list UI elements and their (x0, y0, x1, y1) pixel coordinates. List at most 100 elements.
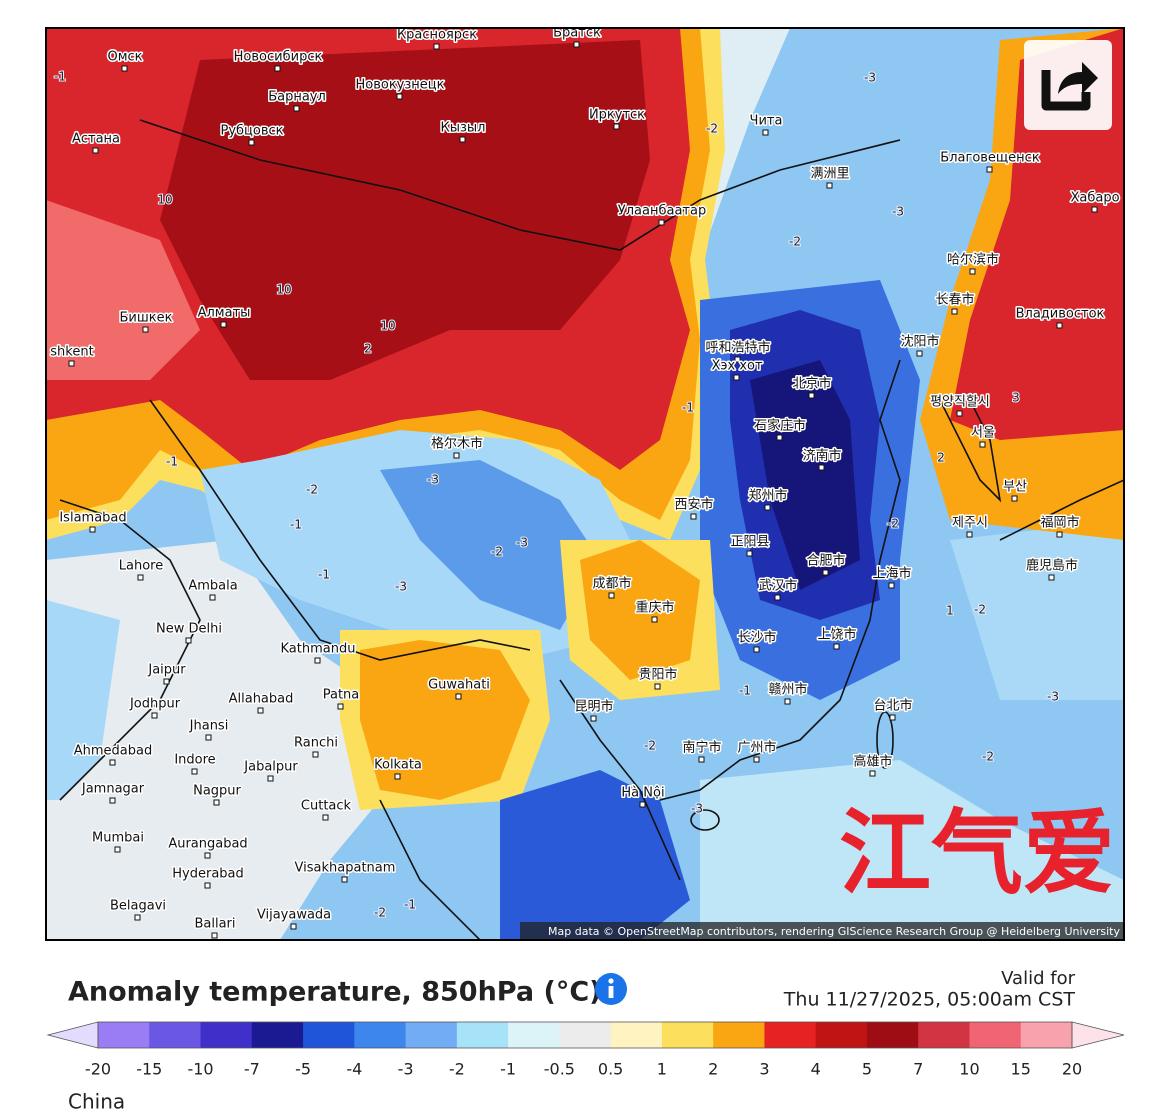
city-marker (1056, 322, 1063, 329)
city-label: 台北市 (873, 698, 912, 714)
colorbar-tick-label: -3 (398, 1060, 414, 1079)
city-marker (573, 41, 580, 48)
contour-label: 10 (380, 319, 395, 333)
city-label: 哈尔滨市 (947, 252, 999, 268)
city-label: Indore (174, 753, 215, 768)
colorbar-tick-label: 0.5 (598, 1060, 623, 1079)
city-label: Ranchi (294, 736, 338, 751)
city-marker (690, 513, 697, 520)
region-label: China (68, 1090, 125, 1114)
city-marker (639, 801, 646, 808)
city-marker (137, 574, 144, 581)
city-marker (1048, 574, 1055, 581)
colorbar-segment (610, 1022, 663, 1048)
info-bar[interactable] (608, 986, 614, 998)
city-marker (204, 852, 211, 859)
city-marker (163, 678, 170, 685)
city-label: 高雄市 (853, 754, 892, 770)
city-marker (453, 452, 460, 459)
city-marker (455, 693, 462, 700)
city-label: Бишкек (120, 311, 173, 326)
contour-label: -2 (887, 517, 899, 531)
region (47, 200, 200, 380)
region (380, 460, 600, 630)
city-marker (185, 637, 192, 644)
city-label: Visakhapatnam (295, 861, 396, 876)
contour-label: 10 (276, 283, 291, 297)
city-label: 沈阳市 (900, 334, 939, 350)
coastline (876, 711, 894, 769)
contour-label: -1 (166, 455, 178, 469)
city-marker (341, 876, 348, 883)
city-label: Vijayawada (257, 908, 331, 923)
contour-label: -2 (789, 235, 801, 249)
city-label: 上海市 (872, 566, 911, 582)
city-label: 广州市 (737, 740, 776, 756)
share-button[interactable] (1024, 40, 1112, 130)
border (59, 499, 201, 801)
region (160, 40, 650, 380)
city-marker (1091, 206, 1098, 213)
info-dot[interactable] (608, 978, 614, 984)
city-label: 长春市 (935, 292, 974, 308)
city-marker (822, 569, 829, 576)
city-label: Ahmedabad (74, 744, 152, 759)
city-label: New Delhi (156, 622, 222, 637)
city-label: 长沙市 (737, 630, 776, 646)
city-label: 昆明市 (574, 699, 613, 715)
city-marker (764, 504, 771, 511)
city-label: Барнаул (268, 90, 326, 105)
colorbar-segment (405, 1022, 458, 1048)
city-label: Jodhpur (129, 697, 181, 712)
city-label: 武汉市 (758, 578, 797, 594)
city-label: 北京市 (792, 376, 831, 392)
city-label: Братск (553, 26, 601, 41)
colorbar-tick-label: -2 (449, 1060, 465, 1079)
city-marker (808, 392, 815, 399)
city-marker (248, 139, 255, 146)
city-marker (762, 129, 769, 136)
colorbar: -20 -15 -10 -7 -5 -4 -3 -2 -1 -0.5 0.5 1 2 3 4 5 7 10 15 20 (46, 1021, 1125, 1079)
share-arrow[interactable] (1058, 62, 1098, 94)
contour-label: -1 (682, 401, 694, 415)
city-marker (818, 464, 825, 471)
city-label: Kathmandu (281, 642, 356, 657)
city-label: 서울 (971, 426, 995, 441)
city-marker (734, 356, 741, 363)
contour-label: -1 (290, 518, 302, 532)
city-marker (1011, 495, 1018, 502)
colorbar-tick-label: -15 (136, 1060, 162, 1079)
city-marker (746, 550, 753, 557)
colorbar-segment (764, 1022, 817, 1048)
contour-label: -1 (318, 568, 330, 582)
contour-label: -2 (491, 545, 503, 559)
city-label: 부산 (1003, 480, 1027, 495)
info-button[interactable] (595, 973, 627, 1005)
city-marker (654, 683, 661, 690)
city-marker (290, 923, 297, 930)
city-label: Хабаро (1070, 191, 1119, 206)
city-label: Благовещенск (940, 151, 1040, 166)
region (580, 540, 700, 680)
colorbar-segment (815, 1022, 868, 1048)
city-label: Guwahati (428, 678, 490, 693)
city-marker (267, 775, 274, 782)
colorbar-segment (354, 1022, 407, 1048)
contour-label: 1 (946, 604, 954, 618)
city-marker (733, 374, 740, 381)
city-marker (68, 360, 75, 367)
region (950, 520, 1123, 700)
colorbar-tick-label: 4 (811, 1060, 821, 1079)
colorbar-tick-label: -20 (85, 1060, 111, 1079)
city-marker (109, 759, 116, 766)
share-icon[interactable] (1041, 70, 1091, 111)
city-marker (121, 65, 128, 72)
city-marker (956, 410, 963, 417)
city-marker (784, 698, 791, 705)
colorbar-tick-label: -5 (295, 1060, 311, 1079)
city-marker (204, 882, 211, 889)
city-label: Jhansi (189, 719, 229, 734)
city-marker (89, 526, 96, 533)
colorbar-segment (149, 1022, 202, 1048)
